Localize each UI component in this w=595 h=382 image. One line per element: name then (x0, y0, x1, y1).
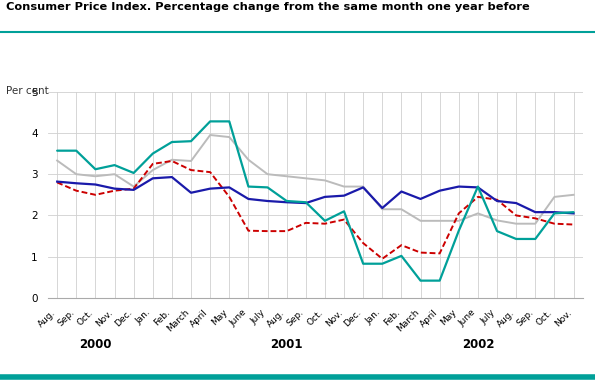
Text: 2002: 2002 (462, 338, 494, 351)
Text: Per cent: Per cent (6, 86, 49, 96)
Text: Consumer Price Index. Percentage change from the same month one year before: Consumer Price Index. Percentage change … (6, 2, 530, 12)
Text: 2001: 2001 (270, 338, 303, 351)
Text: 2000: 2000 (79, 338, 112, 351)
